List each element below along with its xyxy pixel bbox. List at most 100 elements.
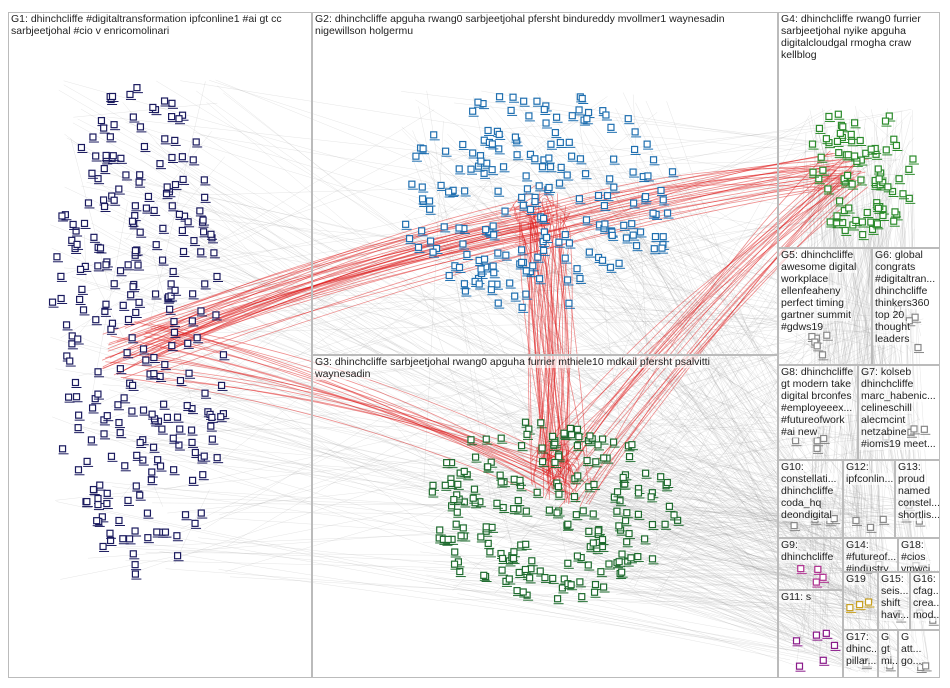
node	[487, 286, 495, 294]
node	[76, 265, 85, 274]
node	[641, 193, 650, 201]
edge	[135, 229, 426, 269]
node	[545, 183, 553, 192]
node	[510, 548, 518, 556]
node	[663, 478, 671, 487]
node	[822, 135, 831, 143]
node	[74, 335, 82, 343]
node	[881, 117, 890, 125]
edge	[814, 137, 884, 511]
node	[92, 316, 100, 324]
edge	[117, 214, 892, 621]
node	[627, 554, 635, 562]
group-label: pillar...	[844, 655, 877, 667]
edge	[420, 224, 839, 444]
node	[834, 110, 842, 118]
edge	[84, 505, 860, 665]
edge	[462, 496, 924, 609]
edge	[875, 152, 890, 564]
node	[207, 230, 215, 238]
edge	[132, 336, 831, 574]
edge	[659, 515, 857, 566]
red-edge	[588, 182, 863, 505]
node	[795, 662, 804, 670]
edge	[81, 185, 595, 288]
node	[207, 422, 215, 430]
node	[599, 583, 608, 591]
node	[578, 593, 586, 601]
edge	[55, 419, 796, 501]
edge	[827, 153, 887, 623]
node	[659, 233, 667, 241]
node	[914, 343, 922, 352]
edge	[603, 585, 886, 659]
node	[453, 508, 461, 516]
edge	[176, 436, 926, 606]
node	[64, 393, 73, 401]
node	[436, 526, 444, 534]
red-edge	[564, 169, 837, 458]
red-edge	[585, 161, 858, 492]
node	[826, 218, 834, 226]
edge	[117, 337, 881, 562]
node	[521, 418, 530, 426]
node	[131, 527, 139, 535]
group-label: gt modern take	[779, 378, 852, 390]
node	[615, 522, 623, 530]
edge	[579, 501, 921, 545]
edge	[515, 261, 888, 624]
node	[497, 434, 505, 442]
edge	[585, 149, 846, 294]
group-label: constel...	[896, 497, 940, 509]
edge	[536, 92, 903, 624]
group-label: #gdws19	[779, 321, 824, 333]
edge	[596, 575, 887, 611]
node	[217, 381, 226, 390]
node	[567, 581, 575, 589]
edge	[825, 226, 892, 341]
node	[135, 298, 143, 306]
node	[419, 145, 427, 153]
edge	[219, 517, 616, 545]
node	[884, 183, 892, 191]
group-panel: G15: seis... shift havi...	[878, 572, 910, 630]
edge	[106, 168, 894, 621]
node	[553, 595, 562, 603]
node	[537, 419, 545, 427]
node	[623, 509, 631, 517]
node	[166, 305, 174, 313]
group-panel: G1: dhinchcliffe #digitaltransformation …	[8, 12, 312, 678]
edge	[96, 481, 884, 564]
group-label: thought	[873, 321, 911, 333]
edge	[215, 79, 509, 199]
node	[454, 480, 462, 488]
node	[551, 458, 559, 467]
red-edge	[545, 152, 849, 492]
edge	[672, 436, 787, 641]
node	[558, 584, 566, 592]
node	[885, 112, 893, 120]
node	[568, 112, 576, 120]
node	[538, 163, 547, 171]
group-label: sarbjeetjohal nyike apguha	[779, 25, 906, 37]
node	[62, 321, 71, 329]
node	[540, 105, 548, 114]
node	[522, 507, 530, 515]
node	[443, 459, 451, 467]
node	[864, 598, 873, 606]
node	[185, 369, 193, 377]
node	[813, 342, 821, 350]
node	[102, 151, 110, 160]
edge	[499, 481, 815, 625]
node	[143, 509, 152, 517]
node	[171, 286, 179, 294]
group-label: G12:	[844, 461, 869, 473]
red-edge	[120, 376, 542, 497]
node	[586, 432, 594, 440]
red-edge	[575, 151, 853, 472]
edge	[625, 226, 794, 435]
node	[818, 351, 827, 359]
node	[188, 438, 196, 447]
edge	[533, 464, 934, 618]
node	[545, 154, 553, 162]
